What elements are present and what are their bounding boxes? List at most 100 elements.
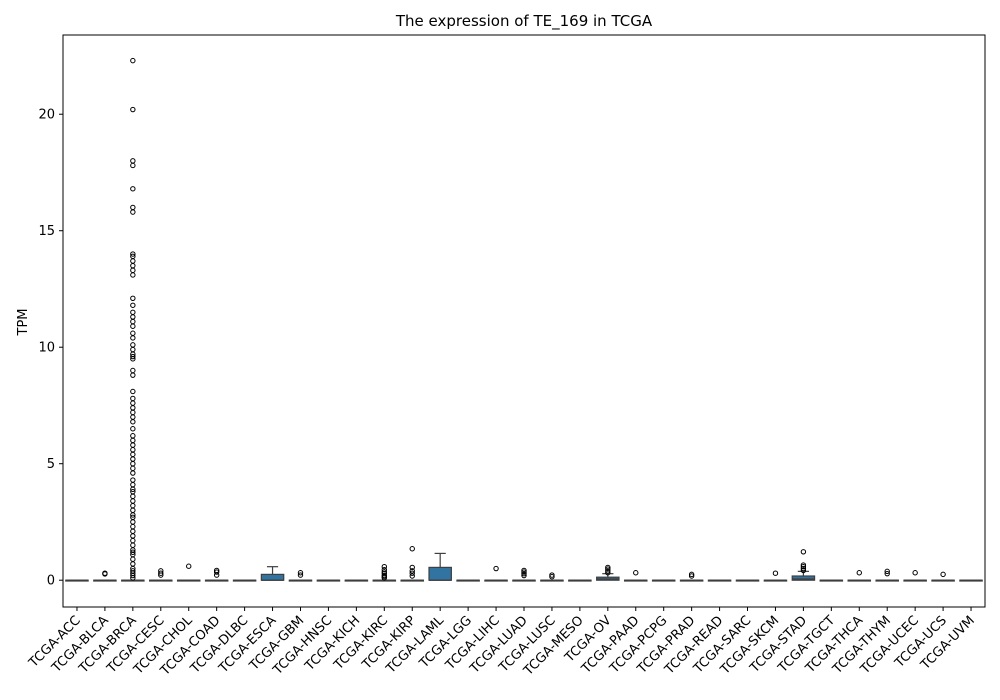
- outlier-point: [130, 335, 136, 341]
- outlier-point: [800, 563, 807, 570]
- outlier-point: [130, 498, 136, 504]
- outlier-point: [130, 512, 136, 518]
- outlier-point: [800, 549, 807, 555]
- outlier-point: [213, 567, 220, 574]
- outlier-point: [130, 267, 136, 274]
- outlier-point: [130, 561, 136, 567]
- outlier-point: [130, 367, 136, 374]
- y-axis-label: TPM: [16, 309, 31, 337]
- outlier-point: [800, 567, 807, 574]
- outlier-point: [688, 571, 695, 578]
- outlier-point: [130, 414, 136, 420]
- outlier-point: [130, 204, 136, 211]
- outlier-point: [130, 493, 136, 500]
- outlier-point: [102, 570, 108, 576]
- outlier-point: [381, 572, 388, 579]
- outlier-point: [409, 568, 415, 574]
- outlier-point: [297, 570, 304, 576]
- outlier-point: [130, 533, 136, 539]
- outlier-point: [213, 569, 220, 575]
- y-tick-label: 5: [47, 457, 55, 472]
- outlier-point: [130, 442, 136, 448]
- outlier-point: [940, 571, 946, 578]
- outlier-point: [130, 507, 136, 514]
- outlier-point: [381, 567, 388, 573]
- outlier-point: [409, 546, 415, 552]
- outlier-point: [130, 372, 136, 378]
- outlier-point: [130, 519, 136, 525]
- outlier-point: [130, 486, 136, 493]
- outlier-point: [130, 437, 136, 444]
- outlier-point: [521, 569, 527, 575]
- outlier-point: [130, 542, 136, 548]
- outlier-point: [130, 419, 136, 425]
- outlier-point: [130, 262, 136, 269]
- outlier-point: [130, 537, 136, 544]
- outlier-point: [884, 570, 890, 577]
- outlier-point: [521, 567, 527, 574]
- outlier-point: [688, 573, 695, 579]
- chart-title: The expression of TE_169 in TCGA: [395, 12, 653, 31]
- outlier-point: [130, 302, 136, 308]
- outlier-point: [130, 528, 136, 534]
- outlier-point: [130, 356, 136, 362]
- outlier-point: [856, 570, 862, 576]
- outlier-point: [130, 477, 136, 483]
- outlier-point: [130, 272, 136, 278]
- y-tick-label: 10: [38, 341, 55, 356]
- outlier-point: [130, 323, 136, 329]
- y-tick-label: 20: [38, 108, 55, 123]
- outlier-point: [800, 562, 807, 568]
- outlier-point: [549, 574, 555, 580]
- outlier-point: [381, 569, 388, 575]
- outlier-point: [130, 447, 136, 453]
- outlier-point: [605, 566, 611, 572]
- outlier-point: [633, 570, 639, 576]
- outlier-point: [130, 330, 136, 336]
- box-TCGA-STAD: [791, 575, 816, 581]
- outlier-point: [130, 395, 136, 402]
- outlier-point: [297, 572, 304, 578]
- outlier-point: [130, 353, 136, 360]
- outlier-point: [549, 572, 555, 578]
- outlier-point: [130, 314, 136, 320]
- outlier-point: [130, 451, 136, 458]
- plot-area: 05101520TCGA-ACCTCGA-BLCATCGA-BRCATCGA-C…: [26, 57, 983, 679]
- plot-frame: [62, 34, 986, 608]
- outlier-point: [884, 568, 890, 575]
- outlier-point: [130, 162, 136, 169]
- outlier-point: [409, 564, 415, 571]
- outlier-point: [130, 251, 136, 257]
- outlier-point: [521, 572, 527, 579]
- outlier-point: [158, 570, 164, 576]
- outlier-point: [409, 573, 415, 579]
- outlier-point: [493, 565, 499, 572]
- outlier-point: [130, 400, 136, 406]
- outlier-point: [130, 456, 136, 462]
- outlier-point: [130, 556, 136, 562]
- outlier-point: [130, 481, 136, 488]
- outlier-point: [130, 186, 136, 192]
- outlier-point: [130, 158, 136, 164]
- outlier-point: [130, 409, 136, 416]
- outlier-point: [130, 57, 136, 64]
- outlier-point: [772, 570, 779, 576]
- outlier-point: [130, 342, 136, 348]
- outlier-point: [800, 565, 807, 572]
- outlier-point: [605, 570, 611, 576]
- outlier-point: [130, 309, 136, 315]
- outlier-point: [130, 502, 136, 509]
- outlier-point: [130, 295, 136, 301]
- outlier-point: [130, 470, 136, 476]
- outlier-point: [130, 549, 136, 555]
- outlier-point: [130, 433, 136, 439]
- outlier-point: [130, 388, 136, 395]
- outlier-point: [605, 568, 611, 574]
- outlier-point: [130, 318, 136, 325]
- outlier-point: [186, 563, 192, 569]
- outlier-point: [409, 570, 415, 576]
- outlier-point: [130, 346, 136, 353]
- outlier-point: [521, 570, 527, 577]
- outlier-point: [130, 572, 136, 579]
